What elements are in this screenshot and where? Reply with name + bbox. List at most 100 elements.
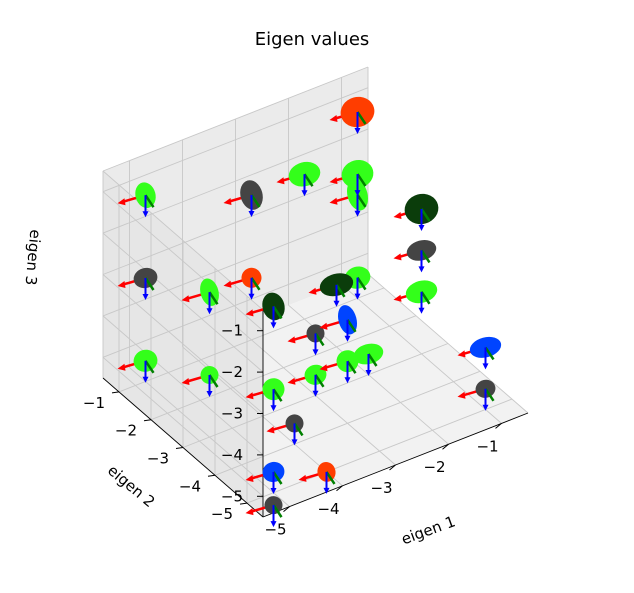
eigen-marker <box>319 305 358 342</box>
blue-arrow-head <box>418 307 425 314</box>
blue-arrow-head <box>354 210 361 217</box>
eigen-marker <box>308 273 354 307</box>
x-tick-mark <box>336 485 343 492</box>
blue-arrow-head <box>344 377 351 384</box>
grid-line <box>102 87 369 193</box>
eigen-marker <box>393 193 439 231</box>
blue-arrow-head <box>354 128 361 134</box>
pane-edge <box>367 273 529 414</box>
eigen-marker <box>393 239 437 273</box>
x-axis-label: eigen 1 <box>399 512 458 548</box>
blue-arrow-head <box>270 405 277 412</box>
eigen-marker <box>117 267 158 300</box>
eigen-marker <box>329 96 375 134</box>
x-tick-label: −1 <box>476 437 498 455</box>
green-eigenvector-arrow <box>420 208 431 222</box>
eigen-marker <box>181 366 219 397</box>
red-arrow-head <box>245 309 254 317</box>
red-arrow-head <box>223 280 232 288</box>
red-arrow-head <box>223 198 232 205</box>
blue-arrow-head <box>354 293 361 300</box>
blue-arrow-head <box>365 370 372 376</box>
y-tick-label: −2 <box>115 422 137 440</box>
blue-arrow-head <box>206 391 213 397</box>
x-tick-label: −5 <box>264 521 286 539</box>
green-eigenvector-arrow <box>356 173 367 187</box>
eigen-marker <box>181 278 219 315</box>
pane-edge <box>102 170 264 311</box>
blue-arrow-head <box>312 349 319 356</box>
red-arrow-head <box>329 115 338 122</box>
green-eigenvector-arrow <box>208 374 219 388</box>
red-arrow-head <box>457 391 466 399</box>
red-arrow-head <box>245 475 254 482</box>
red-arrow-head <box>245 508 254 516</box>
red-arrow-head <box>329 177 338 185</box>
y-tick-mark <box>143 419 152 422</box>
blue-arrow-head <box>354 190 361 197</box>
blue-arrow-head <box>344 335 351 342</box>
red-arrow-head <box>298 474 307 482</box>
red-arrow-head <box>181 295 190 303</box>
blue-arrow-head <box>270 521 277 528</box>
green-eigenvector-arrow <box>314 374 325 388</box>
red-arrow-head <box>117 281 126 288</box>
x-tick-label: −3 <box>370 479 392 497</box>
green-eigenvector-arrow <box>484 346 495 361</box>
grid-line <box>150 315 417 421</box>
eigen-marker <box>266 414 304 446</box>
x-tick-mark <box>389 464 396 471</box>
green-eigenvector-arrow <box>272 504 283 518</box>
y-tick-mark <box>175 447 184 449</box>
green-eigenvector-arrow <box>420 291 431 305</box>
x-tick-mark <box>283 506 290 512</box>
y-tick-label: −4 <box>179 477 201 495</box>
y-tick-label: −1 <box>83 394 105 412</box>
z-tick-label: −3 <box>221 405 243 423</box>
z-tick-label: −2 <box>221 363 243 381</box>
red-arrow-head <box>266 426 275 434</box>
red-arrow-head <box>181 378 190 385</box>
z-axis-label: eigen 3 <box>22 229 45 286</box>
blue-arrow-head <box>312 390 319 397</box>
z-tick-label: −1 <box>221 322 243 340</box>
red-arrow-head <box>287 377 296 385</box>
blue-arrow-head <box>482 363 489 370</box>
green-eigenvector-arrow <box>303 173 314 187</box>
green-eigenvector-arrow <box>484 388 495 402</box>
red-arrow-head <box>393 294 402 302</box>
x-tick-label: −4 <box>317 500 339 518</box>
red-arrow-head <box>276 177 285 185</box>
red-arrow-head <box>117 198 126 206</box>
green-eigenvector-arrow <box>356 276 367 291</box>
eigen-marker <box>298 461 336 494</box>
x-tick-label: −2 <box>423 458 445 476</box>
grid-line <box>102 191 264 332</box>
blue-arrow-head <box>270 322 277 329</box>
eigen-marker <box>457 379 496 411</box>
eigen-marker <box>245 461 285 494</box>
blue-arrow-head <box>248 211 255 217</box>
eigen-marker <box>276 161 321 197</box>
y-tick-mark <box>207 474 216 477</box>
tick-labels: −5 −4 −3 −2 −1 −1 −2 −3 −4 −5 −1 −2 −3 −4 −5 <box>83 322 502 539</box>
red-arrow-head <box>308 287 317 295</box>
blue-arrow-head <box>418 266 425 273</box>
eigen-marker <box>245 378 285 412</box>
data-markers <box>117 96 502 528</box>
eigen-marker <box>287 364 327 397</box>
green-eigenvector-arrow <box>272 388 283 402</box>
green-eigenvector-arrow <box>335 284 346 298</box>
y-tick-mark <box>111 391 120 394</box>
green-eigenvector-arrow <box>314 332 325 347</box>
green-eigenvector-arrow <box>325 471 336 485</box>
red-arrow-head <box>457 350 466 358</box>
blue-arrow-head <box>142 294 149 300</box>
blue-arrow-head <box>206 308 213 315</box>
red-arrow-head <box>117 363 126 371</box>
eigen-marker <box>329 159 374 197</box>
green-eigenvector-arrow <box>346 319 357 333</box>
red-arrow-head <box>393 212 402 219</box>
eigen-marker <box>117 349 158 383</box>
x-tick-mark <box>495 423 502 429</box>
